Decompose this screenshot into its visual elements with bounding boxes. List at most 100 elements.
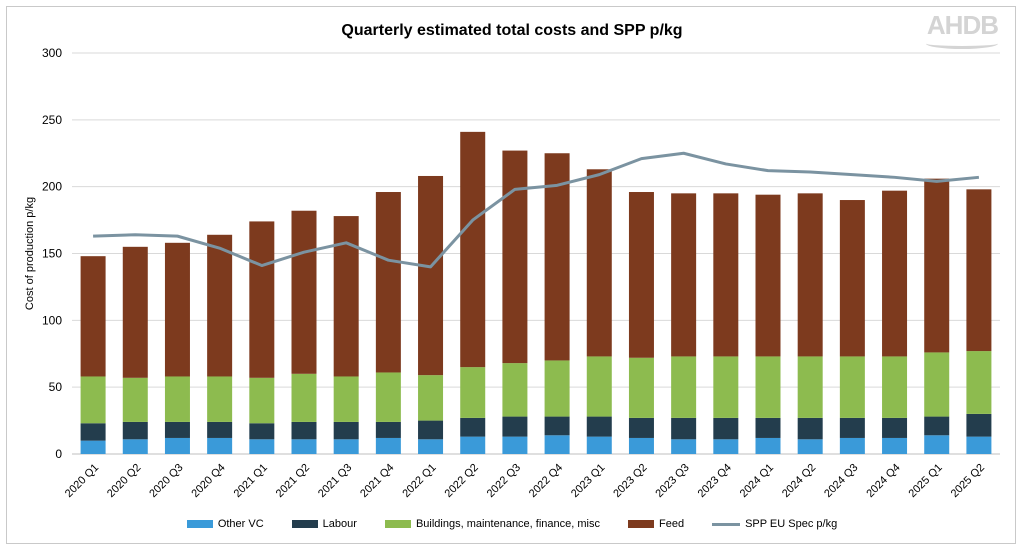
bar-segment-labour — [671, 417, 697, 440]
bar-segment-other-vc — [839, 437, 865, 454]
bar-segment-buildings — [671, 356, 697, 418]
legend-label-labour: Labour — [322, 518, 357, 530]
bar-segment-feed — [333, 216, 359, 377]
bar-segment-other-vc — [882, 437, 908, 454]
bar-segment-labour — [924, 416, 950, 436]
bar-segment-buildings — [80, 376, 106, 424]
legend-swatch-feed — [627, 520, 654, 528]
bar-segment-feed — [628, 192, 654, 358]
bar-segment-buildings — [418, 375, 444, 421]
bar-segment-feed — [207, 234, 233, 377]
x-tick-label: 2022 Q1 — [400, 462, 438, 500]
bar-segment-labour — [164, 421, 190, 438]
legend-item-spp: SPP EU Spec p/kg — [712, 518, 837, 530]
bar-segment-other-vc — [628, 437, 654, 454]
x-tick-label: 2022 Q3 — [485, 462, 523, 500]
x-axis-tick-labels: 2020 Q1 2020 Q2 2020 Q3 2020 Q4 2021 Q1 2021 … — [63, 462, 987, 500]
legend-swatch-buildings — [384, 520, 411, 528]
bar-segment-other-vc — [333, 439, 359, 454]
bar-segment-labour — [80, 423, 106, 441]
bar-segment-other-vc — [502, 436, 528, 454]
x-tick-label: 2021 Q2 — [274, 462, 312, 500]
y-tick-label: 250 — [42, 113, 62, 127]
bar-segment-labour — [966, 413, 992, 437]
bar-segment-labour — [586, 416, 612, 437]
bar-segment-other-vc — [164, 437, 190, 454]
legend-swatch-spp — [712, 522, 741, 526]
bar-segment-other-vc — [460, 436, 486, 454]
bar-segment-labour — [249, 423, 275, 440]
y-tick-label: 200 — [42, 180, 62, 194]
ahdb-logo-swoosh — [926, 38, 998, 49]
bar-segment-feed — [797, 193, 823, 357]
bar-segment-feed — [418, 175, 444, 376]
bar-segment-buildings — [924, 352, 950, 417]
y-tick-label: 50 — [49, 380, 63, 394]
bar-segment-buildings — [207, 376, 233, 422]
bar-segment-feed — [249, 221, 275, 378]
y-tick-label: 100 — [42, 313, 62, 327]
spp-line-layer — [93, 151, 980, 269]
bar-segment-feed — [924, 178, 950, 353]
bar-segment-other-vc — [966, 436, 992, 454]
x-tick-label: 2020 Q3 — [147, 462, 185, 500]
bar-segment-labour — [713, 417, 739, 440]
y-tick-label: 300 — [42, 46, 62, 60]
bar-segment-other-vc — [207, 437, 233, 454]
y-axis-tick-labels: 0 50 100 150 200 250 300 — [42, 46, 62, 461]
bar-segment-feed — [671, 193, 697, 357]
bar-segment-labour — [882, 417, 908, 438]
bar-segment-buildings — [122, 377, 148, 422]
x-tick-label: 2023 Q3 — [653, 462, 691, 500]
legend-label-feed: Feed — [658, 518, 685, 530]
bar-segment-labour — [544, 416, 570, 436]
x-tick-label: 2020 Q4 — [189, 462, 227, 500]
bar-segment-feed — [586, 169, 612, 357]
legend: Other VC Labour Buildings, maintenance, … — [0, 518, 1024, 530]
bar-segment-labour — [502, 416, 528, 437]
x-tick-label: 2023 Q1 — [569, 462, 607, 500]
bar-segment-other-vc — [418, 439, 444, 454]
bar-segment-buildings — [333, 376, 359, 422]
bar-segment-buildings — [882, 356, 908, 418]
bar-segment-feed — [375, 192, 401, 373]
bar-segment-feed — [164, 242, 190, 377]
bar-segment-feed — [839, 200, 865, 357]
bar-segment-feed — [755, 194, 781, 357]
x-tick-label: 2021 Q3 — [316, 462, 354, 500]
bar-segment-other-vc — [671, 439, 697, 454]
bar-segment-other-vc — [713, 439, 739, 454]
bar-segment-labour — [755, 417, 781, 438]
x-tick-label: 2025 Q2 — [949, 462, 987, 500]
bar-segment-buildings — [755, 356, 781, 418]
bar-segment-labour — [839, 417, 865, 438]
x-tick-label: 2025 Q1 — [907, 462, 945, 500]
legend-item-labour: Labour — [291, 518, 357, 530]
legend-swatch-labour — [291, 520, 318, 528]
bar-segment-labour — [207, 421, 233, 438]
bar-segment-labour — [375, 421, 401, 438]
x-tick-label: 2024 Q1 — [738, 462, 776, 500]
bar-segment-buildings — [460, 367, 486, 418]
chart-title: Quarterly estimated total costs and SPP … — [341, 22, 683, 39]
bar-segment-other-vc — [249, 439, 275, 454]
bar-segment-other-vc — [924, 435, 950, 454]
legend-label-spp: SPP EU Spec p/kg — [745, 518, 838, 530]
legend-label-buildings: Buildings, maintenance, finance, misc — [415, 518, 600, 530]
bar-segment-other-vc — [80, 440, 106, 454]
legend-item-buildings: Buildings, maintenance, finance, misc — [384, 518, 600, 530]
bar-segment-labour — [333, 421, 359, 440]
bar-segment-labour — [460, 417, 486, 437]
bar-segment-buildings — [502, 363, 528, 417]
bar-segment-buildings — [797, 356, 823, 418]
bar-segment-other-vc — [291, 439, 317, 454]
bar-segment-labour — [797, 417, 823, 440]
y-axis-label: Cost of production p/kg — [24, 197, 36, 310]
bar-segment-feed — [544, 153, 570, 361]
bar-segment-buildings — [839, 356, 865, 418]
bar-segment-feed — [460, 131, 486, 368]
x-tick-label: 2021 Q1 — [232, 462, 270, 500]
bar-segment-labour — [291, 421, 317, 440]
x-tick-label: 2022 Q4 — [527, 462, 565, 500]
legend-label-other-vc: Other VC — [217, 518, 264, 530]
